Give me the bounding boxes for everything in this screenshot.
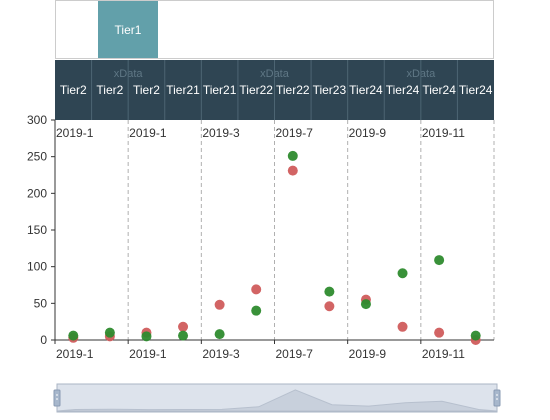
tier1-tab-label: Tier1: [114, 23, 142, 37]
x-top-tick-label: 2019-7: [276, 126, 314, 140]
header-cell-label: Tier2: [60, 83, 87, 97]
point-series-red: [287, 165, 298, 176]
point-series-green: [434, 255, 445, 266]
point-series-red: [324, 301, 335, 312]
point-series-green: [287, 150, 298, 161]
zoom-handle-left[interactable]: [53, 389, 61, 407]
header-cell-label: Tier21: [203, 83, 237, 97]
x-tick-label: 2019-9: [349, 347, 387, 361]
point-series-red: [214, 299, 225, 310]
point-series-green: [178, 330, 189, 341]
header-cell-label: Tier23: [313, 83, 347, 97]
point-series-red: [397, 321, 408, 332]
zoom-handle-right[interactable]: [493, 389, 501, 407]
x-tick-label: 2019-3: [202, 347, 240, 361]
point-series-red: [251, 284, 262, 295]
point-series-red: [178, 321, 189, 332]
header-cell-label: Tier24: [386, 83, 420, 97]
point-series-green: [470, 330, 481, 341]
y-tick-label: 250: [27, 150, 47, 164]
point-series-green: [324, 286, 335, 297]
header-cell-label: Tier24: [422, 83, 456, 97]
point-series-green: [141, 331, 152, 342]
y-tick-label: 100: [27, 260, 47, 274]
header-cell-label: Tier22: [239, 83, 273, 97]
header-cell-label: Tier24: [349, 83, 383, 97]
header-cell-label: Tier24: [459, 83, 493, 97]
y-tick-label: 200: [27, 186, 47, 200]
x-top-tick-label: 2019-1: [56, 126, 94, 140]
tier1-tab[interactable]: Tier1: [98, 1, 158, 58]
x-tick-label: 2019-11: [422, 347, 465, 361]
point-series-green: [68, 330, 79, 341]
y-tick-label: 50: [34, 296, 48, 310]
x-tick-label: 2019-1: [56, 347, 94, 361]
x-tick-label: 2019-7: [276, 347, 314, 361]
zoom-slider-preview: [56, 389, 498, 412]
point-series-green: [360, 299, 371, 310]
x-tick-label: 2019-1: [129, 347, 167, 361]
x-top-tick-label: 2019-9: [349, 126, 387, 140]
point-series-red: [434, 327, 445, 338]
x-top-tick-label: 2019-1: [129, 126, 167, 140]
header-cell-label: Tier2: [96, 83, 123, 97]
header-cell-label: Tier21: [166, 83, 200, 97]
point-series-green: [214, 329, 225, 340]
x-top-tick-label: 2019-3: [202, 126, 240, 140]
point-series-green: [251, 305, 262, 316]
y-tick-label: 300: [27, 113, 47, 127]
y-tick-label: 0: [40, 333, 47, 347]
point-series-green: [397, 268, 408, 279]
header-cell-label: Tier22: [276, 83, 310, 97]
x-top-tick-label: 2019-11: [422, 126, 465, 140]
point-series-green: [104, 327, 115, 338]
y-tick-label: 150: [27, 223, 47, 237]
header-cell-label: Tier2: [133, 83, 160, 97]
